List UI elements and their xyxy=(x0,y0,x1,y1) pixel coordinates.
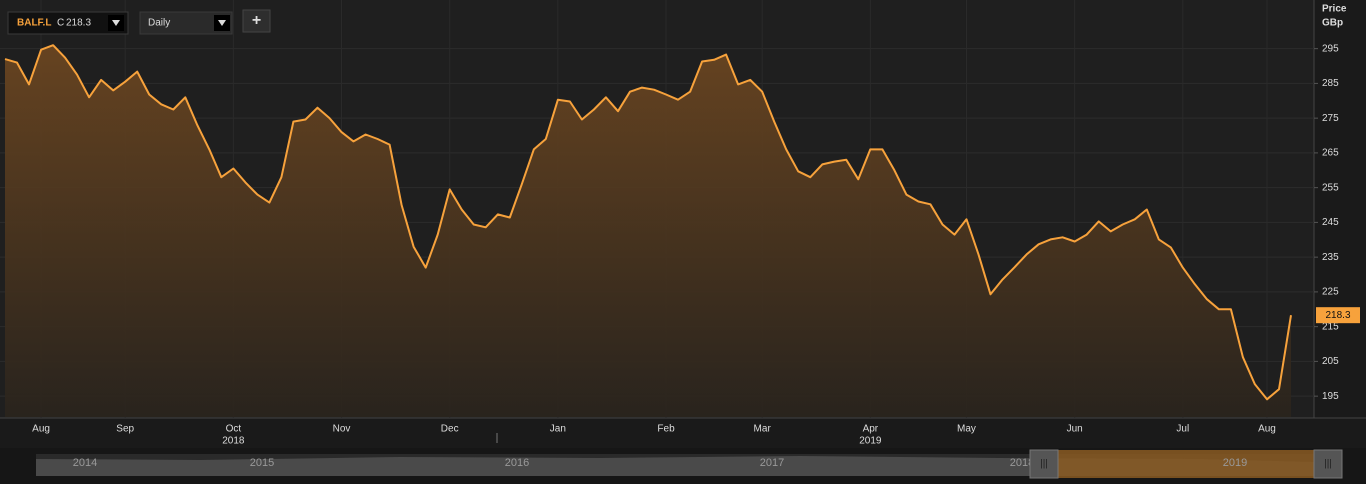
y-tick-label: 265 xyxy=(1322,148,1339,159)
interval-box[interactable] xyxy=(139,11,233,35)
y-tick-label: 205 xyxy=(1322,356,1339,367)
add-icon: + xyxy=(252,12,261,29)
x-tick-label: Jan xyxy=(550,424,566,435)
x-tick-label: Apr xyxy=(863,424,879,435)
y-tick-label: 215 xyxy=(1322,321,1339,332)
x-tick-label: Jul xyxy=(1176,424,1189,435)
close-value: 218.3 xyxy=(66,18,91,29)
x-year-label: 2019 xyxy=(859,436,882,447)
last-price: 218.3 xyxy=(1325,310,1350,321)
x-tick-label: Mar xyxy=(754,424,772,435)
axis-unit: GBp xyxy=(1322,18,1343,29)
navigator-window[interactable] xyxy=(1058,450,1314,478)
last-price-tag xyxy=(1316,307,1360,324)
close-label: C xyxy=(57,18,64,29)
y-tick-label: 225 xyxy=(1322,287,1339,298)
x-tick-label: Dec xyxy=(441,424,459,435)
y-tick-label: 245 xyxy=(1322,217,1339,228)
navigator-year: 2018 xyxy=(1010,457,1034,469)
y-axis-area xyxy=(1314,0,1366,418)
x-tick-label: Feb xyxy=(657,424,675,435)
x-tick-label: Nov xyxy=(333,424,351,435)
dropdown-arrow xyxy=(112,20,120,26)
handle-grip: ||| xyxy=(1040,459,1048,470)
x-axis-area xyxy=(0,418,1366,448)
dropdown-arrow xyxy=(218,20,226,26)
symbol-box[interactable] xyxy=(7,11,129,35)
price-line xyxy=(4,44,1292,401)
y-tick-label: 275 xyxy=(1322,113,1339,124)
navigator-mini-chart xyxy=(36,456,1314,476)
navigator-handle[interactable] xyxy=(1313,449,1343,479)
x-tick-label: Sep xyxy=(116,424,134,435)
interval: Daily xyxy=(148,18,170,29)
axis-title: Price xyxy=(1322,4,1347,15)
navigator-handle[interactable] xyxy=(1029,449,1059,479)
y-tick-label: 285 xyxy=(1322,78,1339,89)
navigator-year: 2014 xyxy=(73,457,97,469)
navigator-year: 2015 xyxy=(250,457,274,469)
navigator-year: 2019 xyxy=(1223,457,1247,469)
y-tick-label: 255 xyxy=(1322,182,1339,193)
navigator-year: 2016 xyxy=(505,457,529,469)
y-tick-label: 195 xyxy=(1322,391,1339,402)
x-tick-label: Aug xyxy=(32,424,50,435)
x-tick-label: Aug xyxy=(1258,424,1276,435)
x-tick-label: Jun xyxy=(1067,424,1083,435)
handle-grip: ||| xyxy=(1324,459,1332,470)
x-tick-label: Oct xyxy=(226,424,242,435)
area-fill xyxy=(5,45,1291,417)
x-tick-label: May xyxy=(957,424,976,435)
y-tick-label: 235 xyxy=(1322,252,1339,263)
x-year-label: 2018 xyxy=(222,436,245,447)
y-tick-label: 295 xyxy=(1322,43,1339,54)
navigator-year: 2017 xyxy=(760,457,784,469)
symbol: BALF.L xyxy=(17,18,51,29)
add-button[interactable] xyxy=(242,9,271,33)
